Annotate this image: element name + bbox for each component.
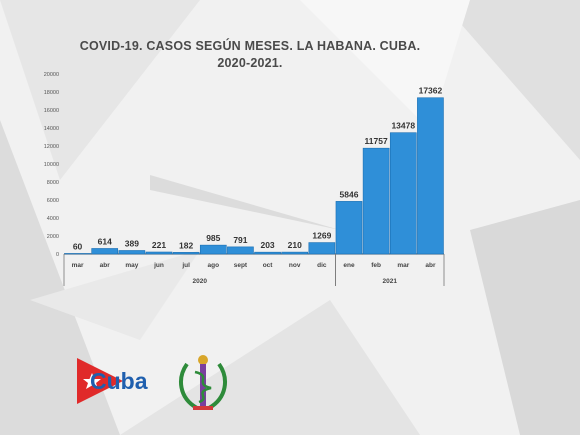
bar-value-label: 1269 xyxy=(312,231,331,241)
y-tick-label: 12000 xyxy=(44,144,59,150)
y-tick-label: 0 xyxy=(56,252,59,258)
x-tick-label: feb xyxy=(371,262,381,269)
bar-value-label: 60 xyxy=(73,241,83,251)
y-tick-label: 2000 xyxy=(47,234,59,240)
brand-text: Cuba xyxy=(90,368,148,394)
bar-value-label: 203 xyxy=(260,240,274,250)
x-tick-label: may xyxy=(125,262,138,269)
bar xyxy=(91,248,119,255)
x-tick-label: nov xyxy=(289,262,301,269)
x-tick-label: sept xyxy=(234,262,248,269)
bar xyxy=(199,244,227,255)
bar-value-label: 13478 xyxy=(391,121,415,131)
bar-value-label: 614 xyxy=(98,236,112,246)
y-tick-label: 6000 xyxy=(47,198,59,204)
bar-value-label: 11757 xyxy=(365,136,388,146)
bar-value-label: 389 xyxy=(125,238,139,248)
bar xyxy=(118,250,146,255)
bar xyxy=(281,251,309,255)
x-tick-label: jun xyxy=(153,262,164,269)
bar xyxy=(362,147,390,255)
cuba-flag-icon xyxy=(77,358,123,404)
bar xyxy=(227,246,254,255)
y-tick-label: 18000 xyxy=(44,90,59,96)
bar xyxy=(389,132,417,255)
y-tick-label: 8000 xyxy=(47,180,59,186)
x-tick-label: jul xyxy=(181,262,190,269)
chart-title-line1: COVID-19. CASOS SEGÚN MESES. LA HABANA. … xyxy=(79,39,421,53)
bar-value-label: 985 xyxy=(206,233,220,243)
bar xyxy=(335,201,363,255)
x-tick-label: mar xyxy=(72,262,84,269)
bar xyxy=(308,242,336,255)
bar xyxy=(145,251,173,255)
bar-value-label: 17362 xyxy=(419,86,443,96)
x-tick-label: oct xyxy=(263,262,274,269)
y-tick-label: 20000 xyxy=(44,72,59,78)
bar-value-label: 5846 xyxy=(340,189,359,199)
x-tick-label: ago xyxy=(208,262,220,269)
y-tick-label: 4000 xyxy=(47,216,59,222)
year-label: 2021 xyxy=(382,278,397,285)
y-tick-label: 14000 xyxy=(44,126,59,132)
y-tick-label: 16000 xyxy=(44,108,59,114)
health-ministry-emblem-icon xyxy=(179,355,227,410)
year-label: 2020 xyxy=(192,278,207,285)
bar-value-label: 182 xyxy=(179,240,193,250)
chart-title-line2: 2020-2021. xyxy=(217,56,283,70)
x-tick-label: abr xyxy=(425,262,436,269)
x-tick-label: abr xyxy=(100,262,111,269)
y-tick-label: 10000 xyxy=(44,162,59,168)
x-tick-label: mar xyxy=(397,262,409,269)
bar-value-label: 791 xyxy=(233,235,247,245)
x-tick-label: ene xyxy=(343,262,355,269)
x-tick-label: dic xyxy=(317,262,327,269)
bar-value-label: 221 xyxy=(152,240,166,250)
bar xyxy=(254,251,281,255)
bar-value-label: 210 xyxy=(288,240,302,250)
bar xyxy=(64,253,91,255)
bar xyxy=(417,97,444,255)
bar xyxy=(172,252,200,255)
